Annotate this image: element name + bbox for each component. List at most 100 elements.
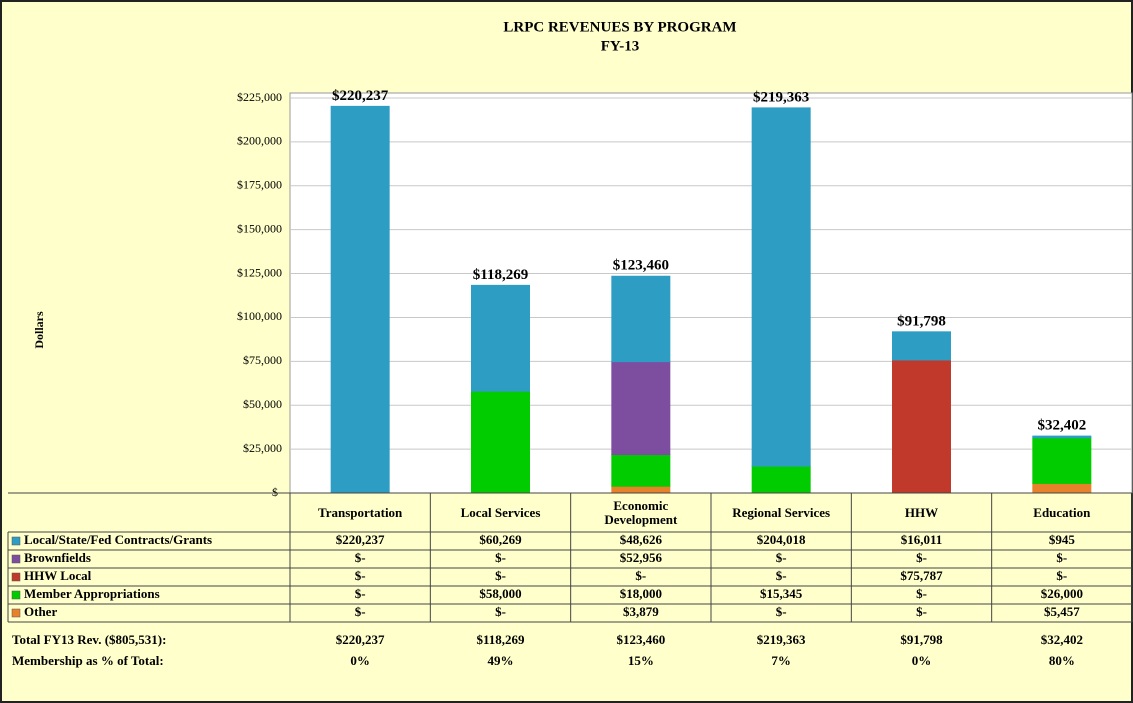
chart-subtitle: FY-13 bbox=[601, 38, 640, 54]
category-cell: Local Services bbox=[460, 505, 541, 520]
legend-label: Member Appropriations bbox=[24, 586, 160, 601]
bar-segment bbox=[611, 454, 671, 487]
row-value: 49% bbox=[488, 653, 514, 668]
bar-segment bbox=[611, 361, 671, 456]
legend-label: Brownfields bbox=[24, 550, 91, 565]
table-value: $- bbox=[355, 604, 366, 619]
table-value: $945 bbox=[1049, 532, 1076, 547]
table-value: $15,345 bbox=[760, 586, 803, 601]
table-value: $204,018 bbox=[757, 532, 806, 547]
row-value: 0% bbox=[350, 653, 370, 668]
table-value: $75,787 bbox=[900, 568, 943, 583]
bar-segment bbox=[611, 275, 671, 363]
table-value: $48,626 bbox=[620, 532, 663, 547]
x-tick-label: HHW bbox=[904, 505, 939, 520]
row-value: $219,363 bbox=[757, 632, 806, 647]
row-value: $220,237 bbox=[336, 632, 385, 647]
row-value: $123,460 bbox=[616, 632, 665, 647]
bar-segment bbox=[892, 331, 951, 361]
y-tick-label: $50,000 bbox=[243, 397, 282, 411]
y-tick-label: $200,000 bbox=[237, 134, 282, 148]
table-value: $- bbox=[495, 550, 506, 565]
total-label: $32,402 bbox=[1037, 418, 1086, 434]
bar-segment bbox=[611, 485, 671, 494]
table-value: $52,956 bbox=[620, 550, 663, 565]
row-value: 0% bbox=[912, 653, 932, 668]
y-axis-label: Dollars bbox=[32, 311, 46, 349]
bar-segment bbox=[330, 105, 390, 494]
y-tick-label: $125,000 bbox=[237, 265, 282, 279]
category-cell: HHW bbox=[904, 505, 939, 520]
total-label: $91,798 bbox=[897, 313, 946, 329]
legend-label: Local/State/Fed Contracts/Grants bbox=[24, 532, 212, 547]
plot-area bbox=[289, 92, 1133, 494]
table-value: $- bbox=[495, 604, 506, 619]
x-tick-label: Local Services bbox=[460, 505, 541, 520]
table-value: $26,000 bbox=[1041, 586, 1083, 601]
table-value: $58,000 bbox=[479, 586, 521, 601]
legend-label: Other bbox=[24, 604, 57, 619]
bar-segment bbox=[751, 107, 811, 467]
table-value: $- bbox=[776, 568, 787, 583]
table-value: $60,269 bbox=[479, 532, 522, 547]
table-value: $- bbox=[916, 550, 927, 565]
bar-segment bbox=[1032, 437, 1092, 484]
x-tick-label: Transportation bbox=[318, 505, 403, 520]
table-value: $- bbox=[355, 550, 366, 565]
y-tick-label: $- bbox=[272, 485, 282, 499]
row-value: $32,402 bbox=[1041, 632, 1083, 647]
y-tick-label: $100,000 bbox=[237, 309, 282, 323]
category-cell: Economic Development bbox=[604, 498, 678, 527]
category-cell: Education bbox=[1033, 505, 1091, 520]
table-value: $- bbox=[916, 604, 927, 619]
bar-segment bbox=[1032, 482, 1092, 494]
row-value: 80% bbox=[1049, 653, 1075, 668]
total-label: $118,269 bbox=[473, 267, 528, 283]
y-tick-label: $225,000 bbox=[237, 90, 282, 104]
table-value: $- bbox=[916, 586, 927, 601]
table-value: $- bbox=[355, 568, 366, 583]
table-value: $- bbox=[495, 568, 506, 583]
row-value: 15% bbox=[628, 653, 654, 668]
table-value: $16,011 bbox=[901, 532, 943, 547]
legend-swatch bbox=[11, 536, 21, 546]
row-label: Membership as % of Total: bbox=[12, 653, 164, 668]
y-tick-label: $175,000 bbox=[237, 178, 282, 192]
legend-swatch bbox=[11, 590, 21, 600]
bar-segment bbox=[751, 465, 811, 494]
row-label: Total FY13 Rev. ($805,531): bbox=[12, 632, 166, 647]
total-label: $220,237 bbox=[332, 88, 389, 104]
legend-swatch bbox=[11, 608, 21, 618]
table-value: $18,000 bbox=[620, 586, 662, 601]
table-value: $5,457 bbox=[1044, 604, 1080, 619]
total-label: $123,460 bbox=[613, 258, 669, 274]
bar-segment bbox=[471, 390, 530, 494]
table-value: $- bbox=[776, 604, 787, 619]
category-cell: Regional Services bbox=[732, 505, 831, 520]
legend-label: HHW Local bbox=[24, 568, 92, 583]
total-label: $219,363 bbox=[753, 89, 809, 105]
table-value: $3,879 bbox=[623, 604, 659, 619]
legend-swatch bbox=[11, 554, 21, 564]
row-value: $91,798 bbox=[900, 632, 943, 647]
category-cell: Transportation bbox=[318, 505, 403, 520]
table-value: $220,237 bbox=[336, 532, 385, 547]
table-value: $- bbox=[635, 568, 646, 583]
x-tick-label: Regional Services bbox=[732, 505, 831, 520]
table-value: $- bbox=[355, 586, 366, 601]
y-tick-label: $150,000 bbox=[237, 221, 282, 235]
table-value: $- bbox=[1056, 550, 1067, 565]
chart-title: LRPC REVENUES BY PROGRAM bbox=[503, 19, 736, 35]
row-value: $118,269 bbox=[476, 632, 525, 647]
table-value: $- bbox=[1056, 568, 1067, 583]
legend-swatch bbox=[11, 572, 21, 582]
bar-segment bbox=[1032, 435, 1092, 439]
bar-segment bbox=[471, 284, 530, 392]
x-tick-label: Economic Development bbox=[604, 498, 678, 527]
x-tick-label: Education bbox=[1033, 505, 1091, 520]
row-value: 7% bbox=[771, 653, 791, 668]
y-tick-label: $75,000 bbox=[243, 353, 282, 367]
y-tick-label: $25,000 bbox=[243, 441, 282, 455]
bar-segment bbox=[892, 359, 951, 494]
